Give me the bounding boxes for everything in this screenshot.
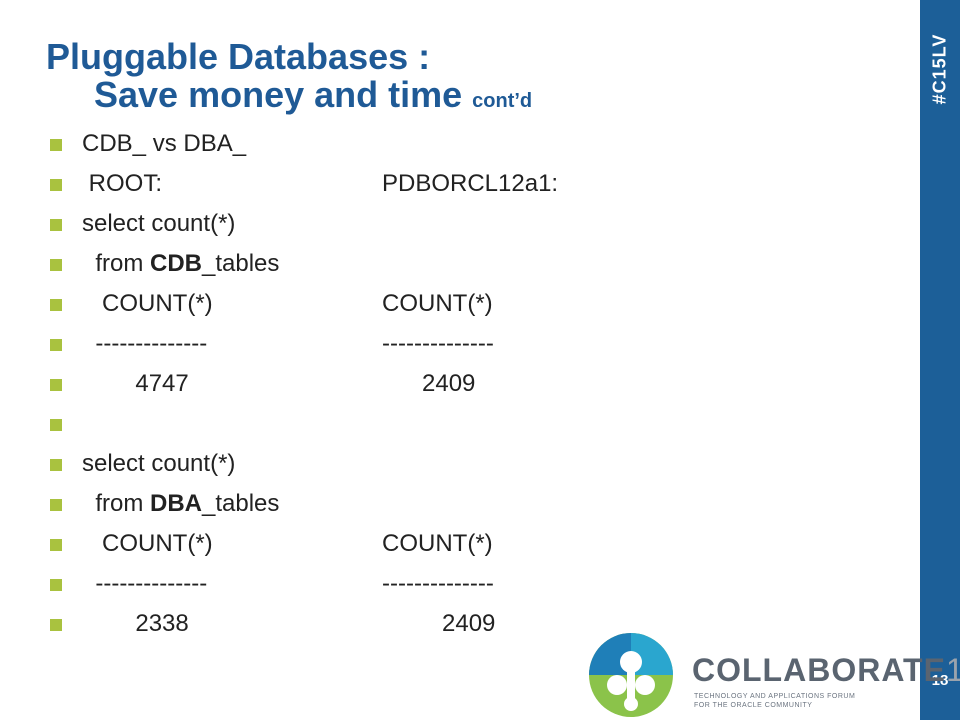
bullet-col2: COUNT(*) bbox=[382, 530, 493, 557]
logo-tagline-1: TECHNOLOGY AND APPLICATIONS FORUM bbox=[694, 693, 856, 700]
bullet-marker bbox=[50, 459, 62, 471]
bullet-text: -------------- bbox=[82, 570, 208, 597]
bullet-text: COUNT(*) bbox=[82, 290, 213, 317]
bullet-text: select count(*) bbox=[82, 210, 236, 237]
bullet-col2: 2409 bbox=[382, 370, 476, 397]
bullet-item: COUNT(*) COUNT(*) bbox=[46, 524, 493, 564]
bullet-text: from bbox=[82, 250, 151, 277]
bullet-item: 4747 2409 bbox=[46, 364, 475, 404]
logo-tagline: TECHNOLOGY AND APPLICATIONS FORUM FOR TH… bbox=[694, 692, 855, 710]
bullet-marker bbox=[50, 539, 62, 551]
bullet-item: select count(*) bbox=[46, 444, 279, 484]
bullet-text: select count(*) bbox=[82, 450, 236, 477]
bullet-post: _tables bbox=[202, 250, 280, 277]
logo-tagline-2: FOR THE ORACLE COMMUNITY bbox=[694, 702, 813, 709]
bullet-col2: -------------- bbox=[382, 570, 494, 597]
bullet-list: CDB_ vs DBA_ ROOT: PDBORCL12a1: select co… bbox=[46, 124, 558, 644]
bullet-item: from CDB_tables bbox=[46, 244, 279, 284]
bullet-col2: COUNT(*) bbox=[382, 290, 493, 317]
title-line-1: Pluggable Databases : bbox=[46, 36, 431, 77]
collaborate-logo-icon bbox=[589, 633, 673, 717]
bullet-text: 2338 bbox=[82, 610, 189, 637]
hashtag: #C15LV bbox=[920, 14, 960, 124]
bullet-marker bbox=[50, 499, 62, 511]
slide-title: Pluggable Databases : Save money and tim… bbox=[46, 38, 532, 120]
bullet-post: _tables bbox=[202, 490, 280, 517]
bullet-text: CDB_ vs DBA_ bbox=[82, 130, 247, 157]
bullet-marker bbox=[50, 579, 62, 591]
bullet-col2: PDBORCL12a1: bbox=[382, 170, 559, 197]
bullet-text: -------------- bbox=[82, 330, 208, 357]
bullet-item: -------------- -------------- bbox=[46, 324, 494, 364]
bullet-bold: DBA bbox=[150, 490, 203, 517]
hashtag-text: #C15LV bbox=[929, 33, 950, 105]
logo-wordmark: COLLABORATE15 bbox=[692, 652, 960, 689]
logo-number: 15 bbox=[945, 652, 960, 688]
bullet-marker bbox=[50, 339, 62, 351]
bullet-item: ROOT: PDBORCL12a1: bbox=[46, 164, 558, 204]
bullet-item: -------------- -------------- bbox=[46, 564, 494, 604]
bullet-col2: 2409 bbox=[382, 610, 496, 637]
bullet-item: from DBA_tables bbox=[46, 484, 279, 524]
slide-number: 18 bbox=[931, 672, 949, 689]
side-bar bbox=[920, 0, 960, 720]
bullet-item: COUNT(*) COUNT(*) bbox=[46, 284, 493, 324]
bullet-item: 2338 2409 bbox=[46, 604, 495, 644]
bullet-col2: -------------- bbox=[382, 330, 494, 357]
title-line-2-text: Save money and time bbox=[94, 74, 463, 115]
bullet-marker bbox=[50, 419, 62, 431]
bullet-marker bbox=[50, 299, 62, 311]
bullet-marker bbox=[50, 259, 62, 271]
bullet-text: 4747 bbox=[82, 370, 189, 397]
bullet-marker bbox=[50, 219, 62, 231]
title-line-2: Save money and time cont’d bbox=[46, 76, 532, 120]
collaborate-logo: COLLABORATE15 TECHNOLOGY AND APPLICATION… bbox=[588, 632, 960, 717]
bullet-text: from bbox=[82, 490, 151, 517]
bullet-marker bbox=[50, 179, 62, 191]
title-suffix: cont’d bbox=[472, 90, 533, 112]
bullet-marker bbox=[50, 139, 62, 151]
bullet-bold: CDB bbox=[150, 250, 203, 277]
bullet-text: ROOT: bbox=[82, 170, 163, 197]
bullet-item: select count(*) bbox=[46, 204, 279, 244]
bullet-item bbox=[46, 404, 279, 444]
logo-word: COLLABORATE bbox=[692, 652, 946, 688]
bullet-item: CDB_ vs DBA_ bbox=[46, 124, 279, 164]
bullet-marker bbox=[50, 619, 62, 631]
bullet-text: COUNT(*) bbox=[82, 530, 213, 557]
bullet-marker bbox=[50, 379, 62, 391]
